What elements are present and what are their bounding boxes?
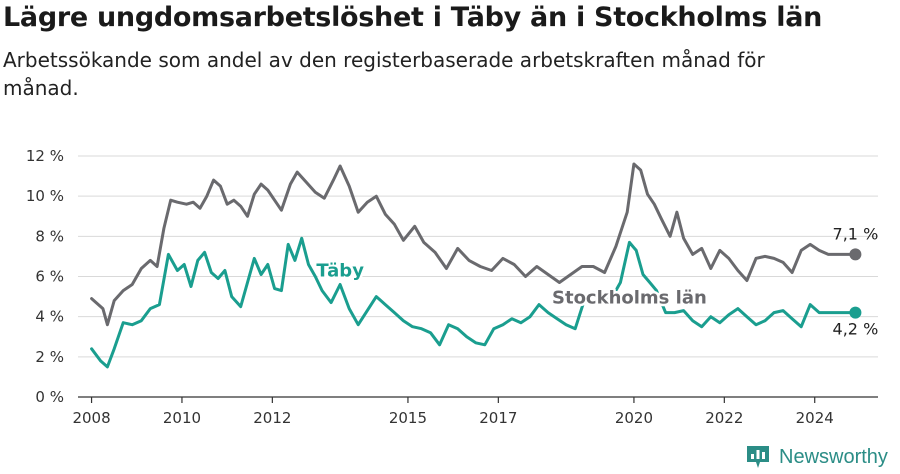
x-tick-label: 2012 [253, 409, 291, 427]
x-tick-label: 2008 [72, 409, 110, 427]
y-tick-label: 12 % [26, 147, 64, 165]
series-name-label-taby: Täby [316, 261, 364, 282]
series-end-point-taby [849, 306, 862, 319]
y-tick-label: 6 % [35, 268, 64, 286]
x-tick-label: 2010 [163, 409, 201, 427]
series-line-stockholm [90, 162, 857, 327]
x-tick-label: 2017 [479, 409, 517, 427]
y-tick-label: 8 % [35, 227, 64, 245]
y-tick-label: 4 % [35, 308, 64, 326]
grid-lines [78, 155, 878, 358]
chart-subtitle: Arbetssökande som andel av den registerb… [3, 48, 765, 100]
chart-title: Lägre ungdomsarbetslöshet i Täby än i St… [3, 2, 823, 33]
y-tick-label: 0 % [35, 388, 64, 406]
series-line-taby [90, 236, 857, 369]
series-end-label-taby: 4,2 % [833, 320, 879, 339]
brand-name: Newsworthy [779, 445, 888, 468]
brand-logo: Newsworthy [745, 442, 888, 472]
x-tick-label: 2015 [389, 409, 427, 427]
x-axis: 2008 2010 2012 2015 2017 2020 2022 2024 [72, 396, 878, 427]
x-tick-label: 2020 [615, 409, 653, 427]
series-end-label-stockholm: 7,1 % [833, 224, 879, 243]
series-end-point-stockholm [849, 248, 862, 261]
series-lines [90, 162, 862, 369]
y-tick-label: 10 % [26, 187, 64, 205]
series-name-label-stockholm: Stockholms län [552, 288, 707, 309]
y-tick-label: 2 % [35, 348, 64, 366]
x-tick-label: 2024 [796, 409, 834, 427]
x-tick-label: 2022 [705, 409, 743, 427]
series-labels: 7,1 % 4,2 % Täby Stockholms län [314, 224, 879, 339]
y-axis: 0 % 2 % 4 % 6 % 8 % 10 % 12 % [26, 147, 64, 406]
newsworthy-logo-icon [747, 446, 769, 468]
